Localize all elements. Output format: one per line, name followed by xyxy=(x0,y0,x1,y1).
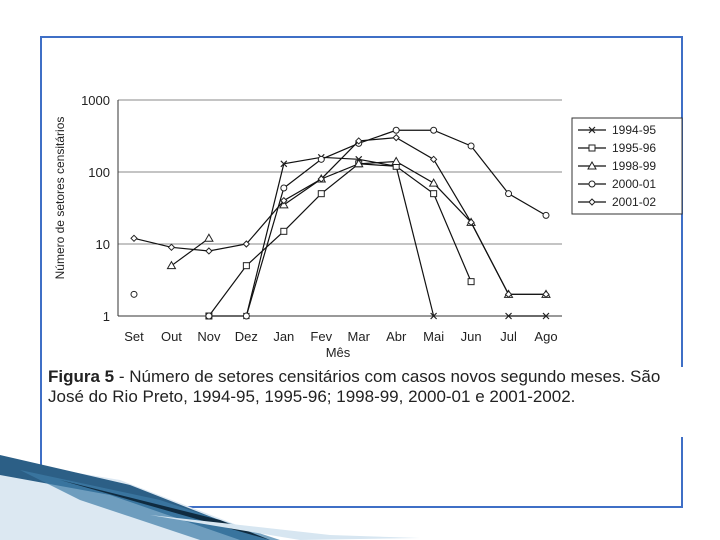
legend-marker xyxy=(588,180,596,188)
x-tick-label: Fev xyxy=(310,329,332,344)
x-axis-title: Mês xyxy=(326,345,351,360)
series-line-1998-99 xyxy=(171,237,210,267)
y-tick-label: 100 xyxy=(88,165,110,180)
data-point-2001-02 xyxy=(429,155,438,164)
data-point-2000-01 xyxy=(205,312,213,320)
data-point-2000-01 xyxy=(505,190,513,198)
y-tick-label: 1000 xyxy=(81,93,110,108)
series-line-1995-96 xyxy=(208,163,472,317)
x-tick-label: Set xyxy=(124,329,144,344)
data-point-1998-99 xyxy=(391,156,402,165)
legend-label: 2001-02 xyxy=(612,195,656,209)
series-line-2000-01 xyxy=(208,129,547,317)
data-point-2001-02 xyxy=(542,290,550,299)
data-point-2001-02 xyxy=(317,175,325,183)
x-tick-label: Nov xyxy=(197,329,221,344)
data-point-1995-96 xyxy=(242,262,250,270)
legend-label: 1994-95 xyxy=(612,123,656,137)
data-point-2001-02 xyxy=(242,240,251,248)
data-point-1994-95 xyxy=(505,312,512,320)
data-point-1995-96 xyxy=(280,227,288,235)
data-point-2000-01 xyxy=(392,126,400,134)
data-point-2001-02 xyxy=(355,137,363,145)
data-point-2001-02 xyxy=(392,133,400,142)
data-point-2001-02 xyxy=(167,243,176,252)
legend-marker xyxy=(588,144,596,152)
caption-text: - Número de setores censitários com caso… xyxy=(48,367,661,406)
figure-caption: Figura 5 - Número de setores censitários… xyxy=(48,367,688,437)
legend-label: 1998-99 xyxy=(612,159,656,173)
y-tick-label: 1 xyxy=(103,309,110,324)
data-point-2001-02 xyxy=(130,234,138,243)
legend-label: 2000-01 xyxy=(612,177,656,191)
data-point-1994-95 xyxy=(430,312,438,320)
data-point-2000-01 xyxy=(317,155,325,163)
x-tick-label: Out xyxy=(161,329,182,344)
data-point-1998-99 xyxy=(353,158,364,168)
data-point-2000-01 xyxy=(542,211,550,219)
x-tick-label: Jun xyxy=(461,329,482,344)
x-tick-label: Dez xyxy=(235,329,258,344)
data-point-2000-01 xyxy=(280,184,288,192)
data-point-2001-02 xyxy=(467,218,475,227)
data-point-1998-99 xyxy=(166,260,177,270)
legend-label: 1995-96 xyxy=(612,141,656,155)
data-point-2001-02 xyxy=(280,196,288,205)
legend-marker xyxy=(588,126,596,134)
x-tick-label: Mar xyxy=(348,329,371,344)
legend-marker xyxy=(587,160,597,170)
x-tick-label: Jan xyxy=(273,329,294,344)
y-axis-title: Número de setores censitários xyxy=(53,117,67,280)
x-tick-label: Jul xyxy=(500,329,517,344)
data-point-2000-01 xyxy=(130,290,138,298)
data-point-2000-01 xyxy=(430,126,438,134)
data-point-2000-01 xyxy=(242,312,250,320)
legend-marker xyxy=(588,198,596,206)
figure-label: Figura 5 xyxy=(48,367,115,386)
series-line-2001-02 xyxy=(133,137,546,295)
y-tick-label: 10 xyxy=(96,237,110,252)
x-tick-label: Mai xyxy=(423,329,444,344)
data-point-1995-96 xyxy=(317,190,325,198)
data-point-1995-96 xyxy=(430,190,438,198)
decorative-swoosh xyxy=(0,455,420,540)
data-point-2001-02 xyxy=(205,247,213,255)
data-point-1998-99 xyxy=(428,178,439,187)
x-tick-label: Ago xyxy=(534,329,557,344)
x-tick-label: Abr xyxy=(386,329,407,344)
data-point-1995-96 xyxy=(467,278,475,286)
data-point-1994-95 xyxy=(280,160,288,168)
data-point-2001-02 xyxy=(504,290,513,299)
data-point-1994-95 xyxy=(542,312,550,320)
data-point-2000-01 xyxy=(467,142,475,150)
data-point-1998-99 xyxy=(204,233,214,242)
series-line-1994-95 xyxy=(245,156,435,317)
